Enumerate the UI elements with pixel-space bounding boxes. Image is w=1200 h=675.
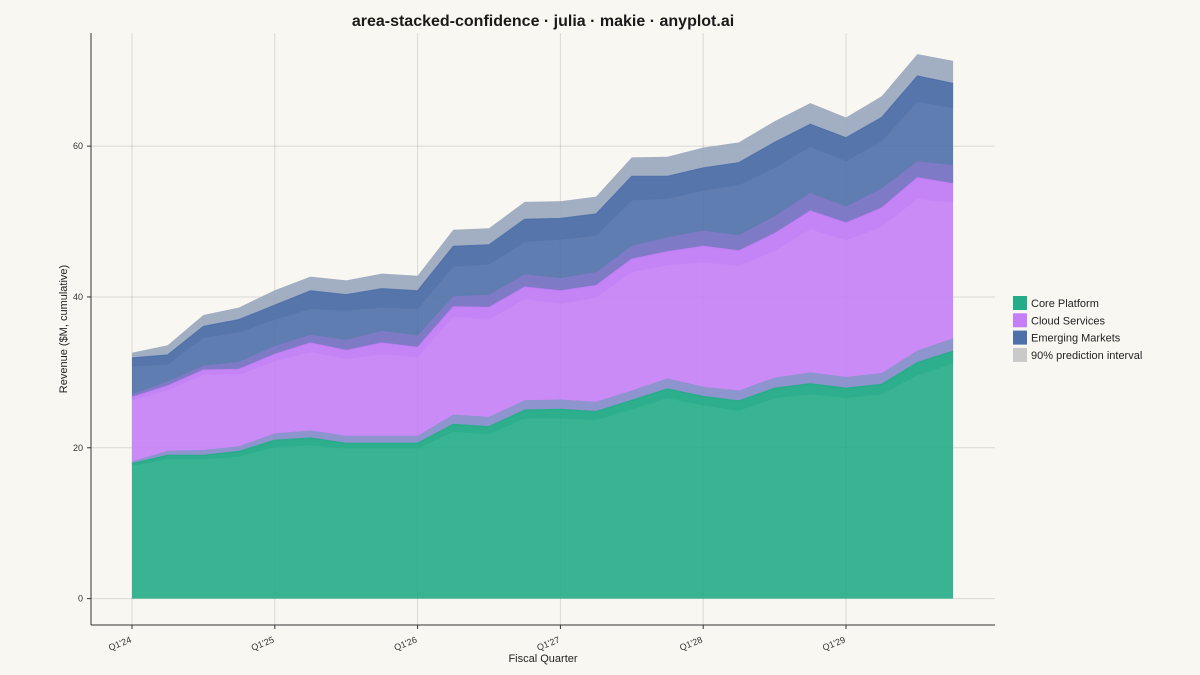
- axes: [90, 33, 995, 626]
- y-tick-label: 0: [78, 594, 83, 604]
- series-line: [131, 75, 954, 359]
- series-interval-band: [132, 161, 954, 401]
- series-line: [131, 177, 954, 398]
- series-line: [131, 350, 954, 465]
- y-tick-label: 40: [73, 292, 83, 302]
- area-emerging-markets: [132, 76, 954, 398]
- series-interval-band: [132, 338, 954, 466]
- legend-swatch: [1013, 296, 1027, 310]
- series-interval-band: [132, 54, 954, 367]
- stacked-areas: [131, 54, 954, 599]
- y-tick-label: 60: [73, 141, 83, 151]
- x-tick-label: Q1'28: [678, 635, 704, 653]
- x-tick-label: Q1'26: [393, 635, 419, 653]
- x-tick-label: Q1'27: [535, 635, 561, 653]
- legend-label: Emerging Markets: [1031, 333, 1121, 345]
- x-tick-label: Q1'24: [107, 635, 133, 653]
- x-axis-label: Fiscal Quarter: [508, 653, 577, 665]
- y-tick-label: 20: [73, 443, 83, 453]
- legend-label: Cloud Services: [1031, 315, 1105, 327]
- area-core-platform: [132, 351, 954, 599]
- legend-swatch: [1013, 347, 1027, 362]
- prediction-band: [132, 54, 954, 367]
- legend-swatch: [1013, 330, 1027, 345]
- legend: Core Platform Cloud Services Emerging Mark…: [1013, 296, 1142, 362]
- x-tick-label: Q1'29: [821, 635, 847, 653]
- x-tick-label: Q1'25: [250, 635, 276, 653]
- legend-label: 90% prediction interval: [1031, 350, 1142, 362]
- chart-title: area-stacked-confidence · julia · makie …: [352, 13, 734, 30]
- y-axis-label: Revenue ($M, cumulative): [58, 265, 70, 393]
- area-cloud-services: [132, 177, 954, 464]
- legend-swatch: [1013, 313, 1027, 328]
- legend-label: Core Platform: [1031, 298, 1099, 310]
